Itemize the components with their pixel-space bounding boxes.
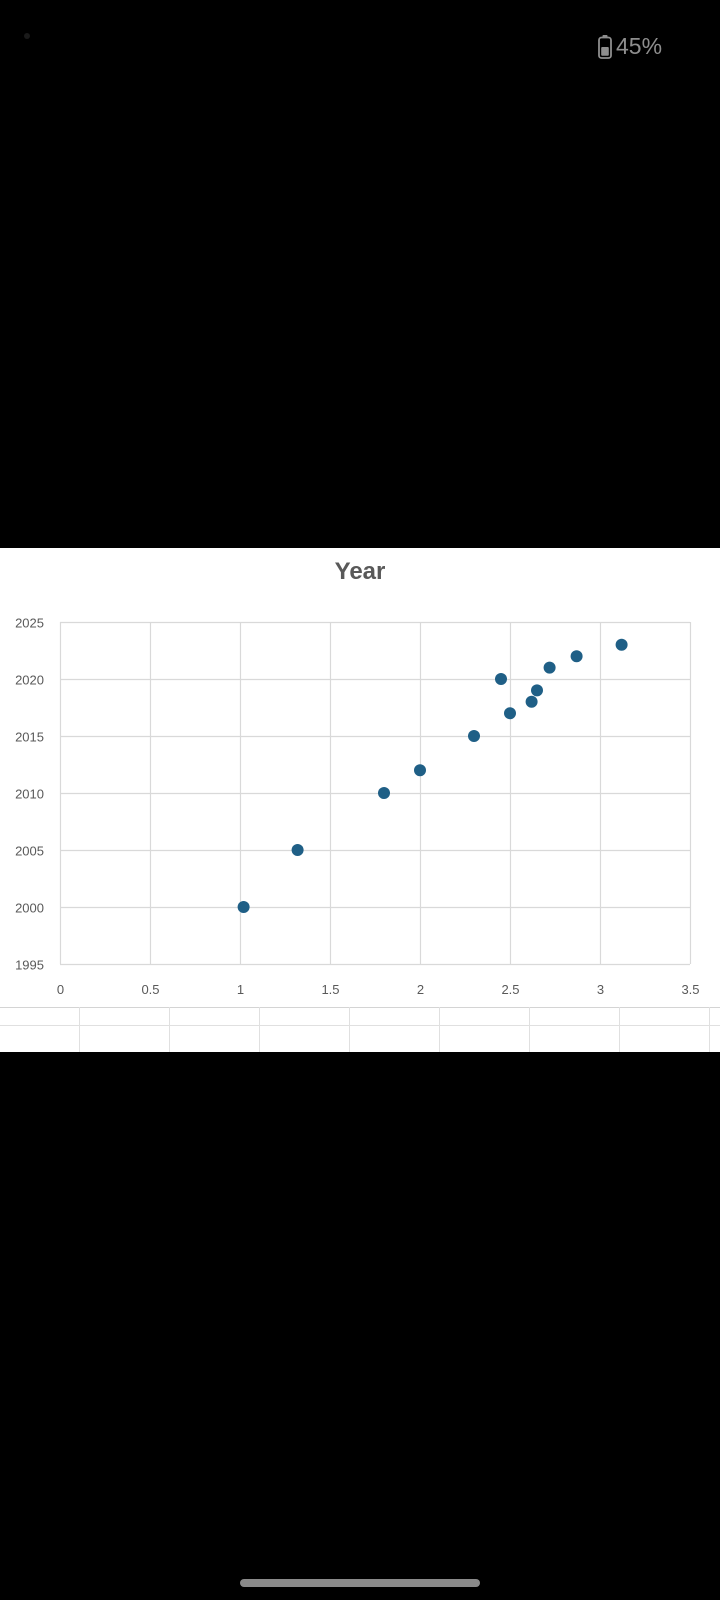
x-tick-label: 1.5 xyxy=(321,982,339,997)
status-bar: 45% xyxy=(0,0,720,90)
x-axis-ticks: 0 0.5 1 1.5 2 2.5 3 3.5 xyxy=(57,982,700,997)
data-points xyxy=(237,638,628,913)
data-point xyxy=(378,787,390,799)
x-tick-label: 3.5 xyxy=(681,982,699,997)
grid-lines xyxy=(59,621,692,966)
y-tick-label: 2015 xyxy=(15,730,44,745)
data-point xyxy=(525,695,538,708)
data-point xyxy=(468,730,480,742)
chart-title: Year xyxy=(335,558,386,585)
battery-percent: 45% xyxy=(616,33,663,59)
status-dot xyxy=(24,33,30,39)
y-tick-label: 2005 xyxy=(15,844,44,859)
data-point xyxy=(414,764,426,777)
data-point xyxy=(543,661,556,674)
spreadsheet-row xyxy=(0,1007,720,1052)
battery-icon xyxy=(598,35,612,59)
data-point xyxy=(504,707,516,720)
y-tick-label: 2025 xyxy=(15,616,44,631)
y-tick-label: 2020 xyxy=(15,673,44,688)
x-tick-label: 2 xyxy=(417,982,424,997)
data-point xyxy=(495,673,507,685)
spreadsheet-gridlines xyxy=(0,1007,720,1052)
x-tick-label: 1 xyxy=(237,982,244,997)
y-tick-label: 2000 xyxy=(15,901,44,916)
x-tick-label: 3 xyxy=(597,982,604,997)
x-tick-label: 2.5 xyxy=(501,982,519,997)
x-tick-label: 0 xyxy=(57,982,64,997)
data-point xyxy=(237,901,250,913)
home-indicator[interactable] xyxy=(240,1579,480,1587)
y-axis-ticks: 1995 2000 2005 2010 2015 2020 2025 xyxy=(15,616,44,973)
chart-panel: Year 1995 2000 2005 2010 2015 2020 2025 0 0.5 1 1… xyxy=(0,548,720,1052)
x-tick-label: 0.5 xyxy=(141,982,159,997)
data-point xyxy=(531,684,543,697)
scatter-chart: Year 1995 2000 2005 2010 2015 2020 2025 0 0.5 1 1… xyxy=(15,558,700,997)
data-point xyxy=(615,638,628,651)
data-point xyxy=(291,844,304,856)
y-tick-label: 2010 xyxy=(15,787,44,802)
y-tick-label: 1995 xyxy=(15,958,44,973)
data-point xyxy=(570,650,583,663)
